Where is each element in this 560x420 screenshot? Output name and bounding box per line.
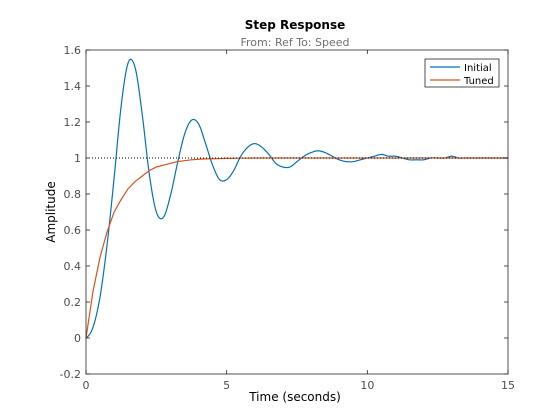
y-tick-label: 0	[74, 332, 81, 345]
x-tick-label: 0	[83, 379, 90, 392]
legend-label-tuned: Tuned	[463, 76, 494, 87]
axes-background[interactable]	[86, 50, 508, 374]
y-tick-label: 1.4	[64, 80, 82, 93]
y-tick-label: 1	[74, 152, 81, 165]
y-tick-label: 0.4	[64, 260, 82, 273]
chart-subtitle: From: Ref To: Speed	[240, 36, 349, 49]
chart-title: Step Response	[245, 18, 345, 32]
y-tick-label: 0.8	[64, 188, 82, 201]
x-tick-label: 5	[223, 379, 230, 392]
y-tick-label: 1.6	[64, 44, 82, 57]
y-axis-label: Amplitude	[44, 181, 58, 243]
series-line-tuned	[85, 157, 508, 339]
x-tick-label: 15	[501, 379, 515, 392]
legend-label-initial: Initial	[464, 63, 492, 74]
x-axis-label: Time (seconds)	[248, 390, 341, 404]
plot-area[interactable]	[85, 49, 509, 375]
y-tick-label: 0.2	[64, 296, 82, 309]
x-axis-ticks: 0 5 10 15	[83, 50, 515, 392]
x-tick-label: 10	[360, 379, 374, 392]
y-axis-ticks: -0.2 0 0.2 0.4 0.6 0.8 1 1.2 1.4 1.6	[60, 44, 508, 381]
legend[interactable]: Initial Tuned	[424, 58, 500, 88]
axes-border	[85, 49, 509, 375]
y-tick-label: -0.2	[60, 368, 81, 381]
y-tick-label: 1.2	[64, 116, 82, 129]
y-tick-label: 0.6	[64, 224, 82, 237]
legend-box	[424, 58, 500, 88]
